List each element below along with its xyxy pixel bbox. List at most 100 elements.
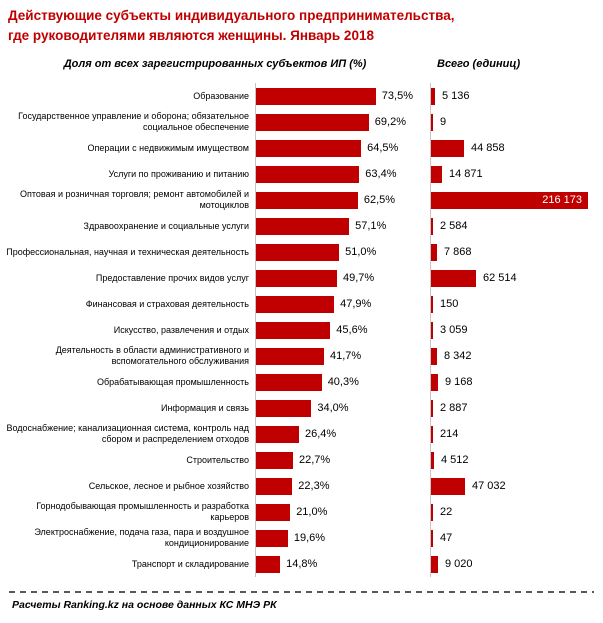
category-label: Электроснабжение, подача газа, пара и во… xyxy=(34,526,249,549)
share-bar xyxy=(256,269,337,287)
total-bar xyxy=(431,451,434,469)
total-value-label: 214 xyxy=(440,428,459,441)
share-plot-area: 34,0% xyxy=(255,395,430,422)
total-value-label: 47 032 xyxy=(472,480,506,493)
chart-row: Профессиональная, научная и техническая … xyxy=(0,239,603,266)
category-label: Искусство, развлечения и отдых xyxy=(113,324,249,335)
dashed-divider xyxy=(9,591,594,594)
total-plot-area: 47 xyxy=(430,525,603,552)
share-bar xyxy=(256,347,324,365)
total-value-label: 7 868 xyxy=(444,246,472,259)
category-label: Образование xyxy=(193,90,249,101)
share-plot-area: 21,0% xyxy=(255,499,430,526)
bar-chart: Образование 73,5% 5 136 Государственное упр… xyxy=(0,83,603,578)
chart-row: Операции с недвижимым имуществом 64,5% 44 … xyxy=(0,135,603,162)
share-plot-area: 41,7% xyxy=(255,343,430,370)
column-headers: Доля от всех зарегистрированных субъекто… xyxy=(0,58,603,74)
share-plot-area: 73,5% xyxy=(255,83,430,110)
share-bar xyxy=(256,373,322,391)
total-plot-area: 7 868 xyxy=(430,239,603,266)
chart-row: Транспорт и складирование 14,8% 9 020 xyxy=(0,551,603,578)
share-plot-area: 63,4% xyxy=(255,161,430,188)
share-bar xyxy=(256,503,291,521)
chart-row: Искусство, развлечения и отдых 45,6% 3 059 xyxy=(0,317,603,344)
chart-title: Действующие субъекты индивидуального пре… xyxy=(8,6,589,45)
total-value-label: 5 136 xyxy=(442,90,470,103)
chart-row: Государственное управление и оборона; об… xyxy=(0,109,603,136)
total-value-label: 62 514 xyxy=(483,272,517,285)
category-label: Государственное управление и оборона; об… xyxy=(18,110,249,133)
total-bar xyxy=(431,139,464,157)
category-label: Предоставление прочих видов услуг xyxy=(95,272,249,283)
share-bar xyxy=(256,243,340,261)
share-plot-area: 64,5% xyxy=(255,135,430,162)
category-label: Здравоохранение и социальные услуги xyxy=(83,220,249,231)
category-label: Водоснабжение; канализационная система, … xyxy=(6,422,249,445)
share-value-label: 51,0% xyxy=(345,246,377,259)
category-label: Финансовая и страховая деятельность xyxy=(85,298,249,309)
total-plot-area: 150 xyxy=(430,291,603,318)
total-bar xyxy=(431,425,433,443)
category-label: Строительство xyxy=(186,454,249,465)
share-plot-area: 57,1% xyxy=(255,213,430,240)
share-plot-area: 62,5% xyxy=(255,187,430,214)
share-bar xyxy=(256,425,299,443)
total-bar: 216 173 xyxy=(431,191,588,209)
share-value-label: 22,7% xyxy=(299,454,331,467)
share-value-label: 62,5% xyxy=(363,194,396,207)
chart-row: Предоставление прочих видов услуг 49,7% 62… xyxy=(0,265,603,292)
share-plot-area: 49,7% xyxy=(255,265,430,292)
share-plot-area: 51,0% xyxy=(255,239,430,266)
share-bar xyxy=(256,321,331,339)
share-plot-area: 19,6% xyxy=(255,525,430,552)
total-bar xyxy=(431,347,437,365)
share-value-label: 73,5% xyxy=(381,90,413,103)
total-bar xyxy=(431,321,433,339)
share-plot-area: 22,7% xyxy=(255,447,430,474)
share-value-label: 45,6% xyxy=(336,324,368,337)
share-value-label: 26,4% xyxy=(305,428,337,441)
share-bar xyxy=(256,399,312,417)
total-value-label: 9 168 xyxy=(445,376,473,389)
total-value-label: 9 xyxy=(440,116,447,129)
chart-row: Услуги по проживанию и питанию 63,4% 14 87… xyxy=(0,161,603,188)
chart-title-line-1: Действующие субъекты индивидуального пре… xyxy=(8,8,455,23)
chart-row: Деятельность в области административного… xyxy=(0,343,603,370)
chart-row: Информация и связь 34,0% 2 887 xyxy=(0,395,603,422)
share-bar xyxy=(256,113,369,131)
chart-row: Сельское, лесное и рыбное хозяйство 22,3%… xyxy=(0,473,603,500)
share-plot-area: 22,3% xyxy=(255,473,430,500)
total-bar xyxy=(431,555,438,573)
total-bar xyxy=(431,373,438,391)
total-plot-area: 9 168 xyxy=(430,369,603,396)
total-value-label: 22 xyxy=(440,506,453,519)
share-axis-header: Доля от всех зарегистрированных субъекто… xyxy=(63,58,367,71)
share-plot-area: 14,8% xyxy=(255,551,430,578)
share-value-label: 40,3% xyxy=(327,376,359,389)
total-plot-area: 2 887 xyxy=(430,395,603,422)
total-bar xyxy=(431,529,433,547)
share-plot-area: 69,2% xyxy=(255,109,430,136)
category-label: Обрабатывающая промышленность xyxy=(96,376,249,387)
total-value-label: 47 xyxy=(440,532,453,545)
share-value-label: 69,2% xyxy=(374,116,406,129)
category-label: Горнодобывающая промышленность и разрабо… xyxy=(36,500,249,523)
total-plot-area: 47 032 xyxy=(430,473,603,500)
share-value-label: 19,6% xyxy=(293,532,326,545)
category-label: Транспорт и складирование xyxy=(131,558,249,569)
share-value-label: 57,1% xyxy=(355,220,387,233)
share-value-label: 64,5% xyxy=(367,142,399,155)
total-plot-area: 214 xyxy=(430,421,603,448)
total-value-label: 14 871 xyxy=(449,168,483,181)
share-value-label: 22,3% xyxy=(298,480,330,493)
total-plot-area: 14 871 xyxy=(430,161,603,188)
share-bar xyxy=(256,451,293,469)
chart-row: Водоснабжение; канализационная система, … xyxy=(0,421,603,448)
share-plot-area: 40,3% xyxy=(255,369,430,396)
total-bar xyxy=(431,399,433,417)
total-bar xyxy=(431,477,465,495)
chart-row: Здравоохранение и социальные услуги 57,1%… xyxy=(0,213,603,240)
total-value-label: 2 887 xyxy=(440,402,468,415)
share-value-label: 41,7% xyxy=(330,350,362,363)
